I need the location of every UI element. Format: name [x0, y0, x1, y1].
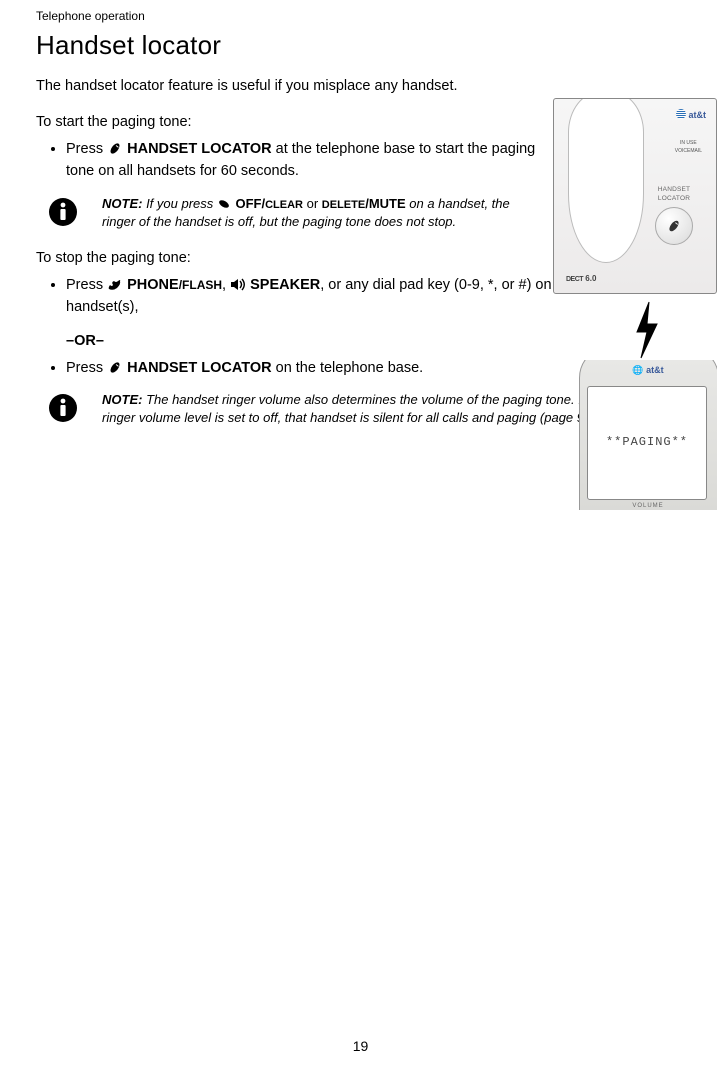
- t: If you press: [142, 196, 216, 211]
- phone-bold: PHONE: [127, 277, 179, 293]
- inuse-label: IN USE: [675, 139, 702, 147]
- off-bold: OFF/: [236, 196, 266, 211]
- handset-small-icon: [107, 141, 123, 157]
- info-icon: [48, 197, 78, 227]
- handset-brand: 🌐 at&t: [613, 364, 683, 377]
- t: on the telephone base.: [276, 360, 424, 376]
- stop-item-1: Press PHONE/FLASH, SPEAKER, or any dial …: [66, 275, 626, 319]
- t: or: [303, 196, 322, 211]
- stop-item-2: Press HANDSET LOCATOR on the telephone b…: [66, 358, 626, 380]
- t: Press: [66, 277, 107, 293]
- section-label: Telephone operation: [36, 8, 685, 25]
- or-divider: –OR–: [66, 331, 685, 352]
- note-1: NOTE: If you press OFF/CLEAR or DELETE/M…: [48, 195, 538, 230]
- handset-below-label: VOLUME: [579, 502, 717, 510]
- dect-label: DECT 6.0: [566, 273, 596, 285]
- handset-small-icon: [107, 360, 123, 376]
- lightning-bolt-icon: [627, 300, 665, 362]
- stop-list: Press PHONE/FLASH, SPEAKER, or any dial …: [36, 275, 626, 319]
- speaker-label: SPEAKER: [250, 277, 320, 293]
- stop-list-2: Press HANDSET LOCATOR on the telephone b…: [36, 358, 626, 380]
- off-sc: CLEAR: [265, 199, 303, 211]
- locator-button-icon: [655, 207, 693, 245]
- t: ,: [222, 277, 230, 293]
- base-indicator-labels: IN USE VOICEMAIL: [675, 139, 702, 155]
- figure-handset: 🌐 at&t **PAGING** VOLUME: [579, 360, 717, 510]
- button-label: HANDSET LOCATOR: [127, 360, 271, 376]
- text: Press: [66, 141, 107, 157]
- del-bold: /MUTE: [365, 196, 405, 211]
- t: The handset ringer volume also determine…: [102, 392, 657, 425]
- att-logo: at&t: [676, 109, 707, 122]
- info-icon: [48, 393, 78, 423]
- speaker-icon: [230, 277, 246, 293]
- note-label: NOTE:: [102, 392, 142, 407]
- locator-caption: HANDSET LOCATOR: [644, 185, 704, 204]
- handset-locator-button-figure: HANDSET LOCATOR: [644, 185, 704, 245]
- note-label: NOTE:: [102, 196, 142, 211]
- t: Press: [66, 360, 107, 376]
- button-label: HANDSET LOCATOR: [127, 141, 271, 157]
- start-item: Press HANDSET LOCATOR at the telephone b…: [66, 139, 566, 183]
- page-title: Handset locator: [36, 27, 685, 65]
- handset-screen: **PAGING**: [587, 386, 707, 500]
- del-sc: DELETE: [322, 199, 365, 211]
- figure-base-unit: at&t IN USE VOICEMAIL HANDSET LOCATOR DE…: [553, 98, 717, 294]
- cradle-shape: [568, 98, 644, 263]
- start-list: Press HANDSET LOCATOR at the telephone b…: [36, 139, 566, 183]
- page-number: 19: [0, 1036, 721, 1056]
- note-1-text: NOTE: If you press OFF/CLEAR or DELETE/M…: [102, 195, 538, 230]
- phone-icon: [107, 277, 123, 293]
- brand-text: at&t: [646, 365, 664, 375]
- intro-text: The handset locator feature is useful if…: [36, 75, 546, 98]
- off-icon: [217, 196, 232, 211]
- voicemail-label: VOICEMAIL: [675, 147, 702, 155]
- phone-sc: /FLASH: [179, 278, 222, 292]
